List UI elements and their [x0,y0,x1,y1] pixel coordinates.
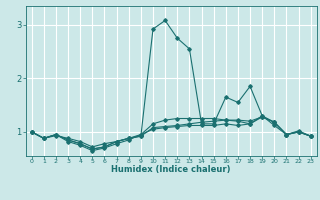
X-axis label: Humidex (Indice chaleur): Humidex (Indice chaleur) [111,165,231,174]
